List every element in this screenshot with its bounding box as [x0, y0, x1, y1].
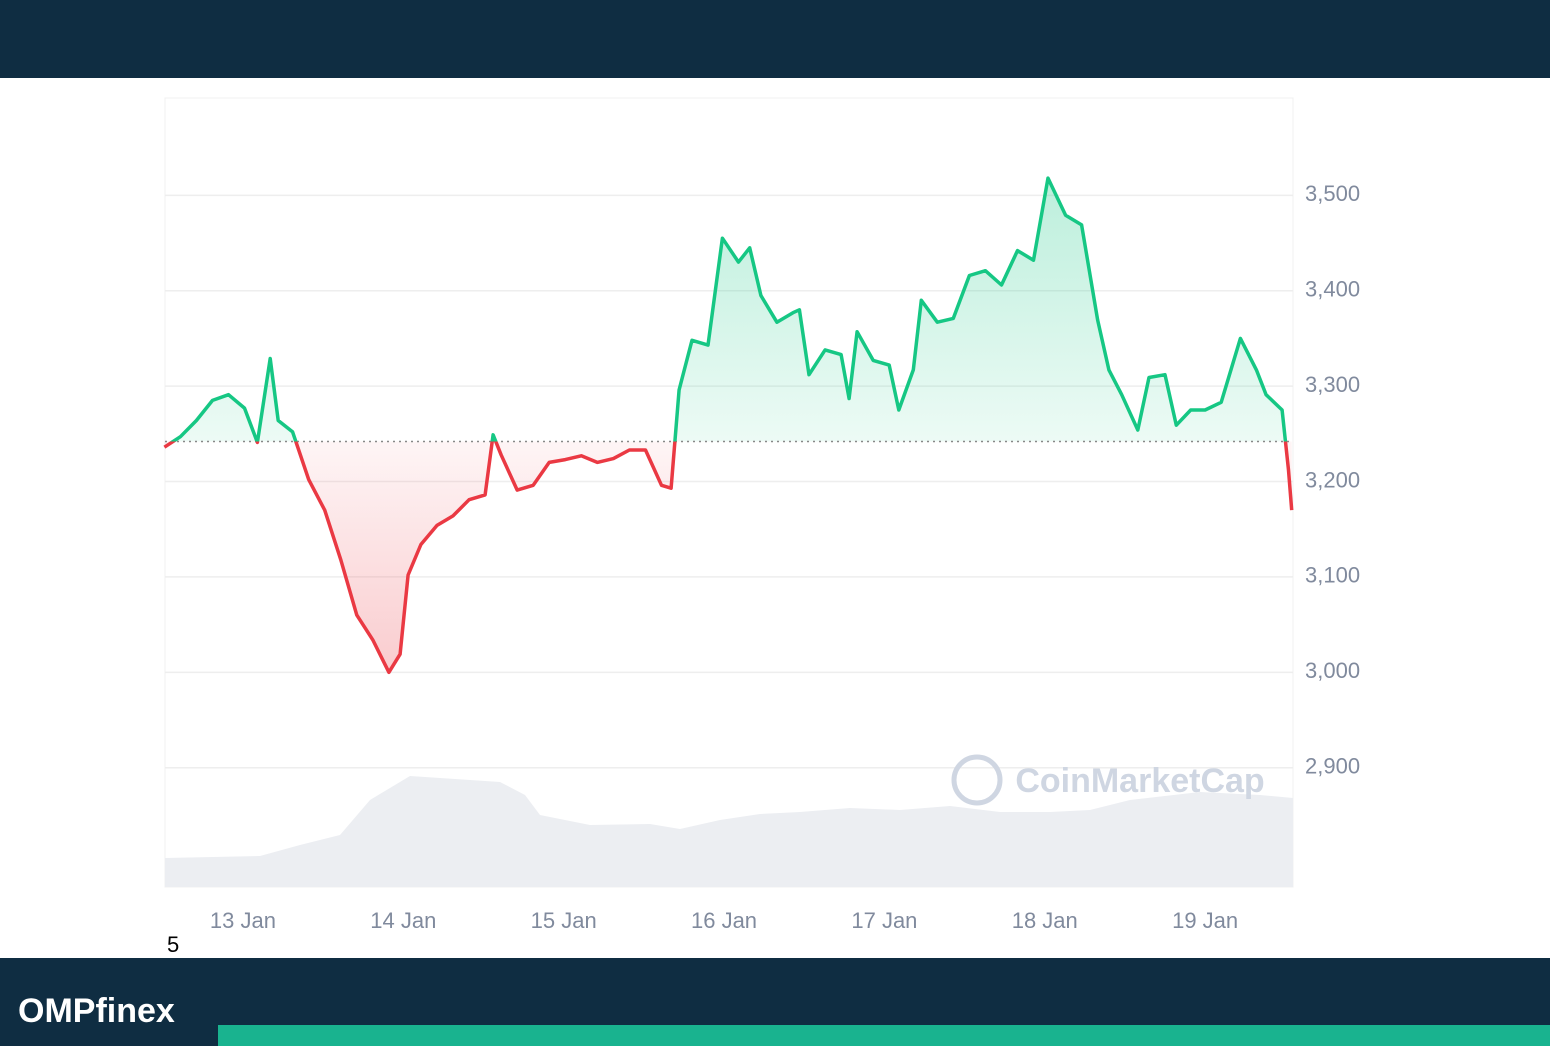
brand: OMPfinex [18, 992, 175, 1030]
watermark-logo [951, 754, 1003, 806]
volume-area [165, 776, 1293, 887]
y-tick-label: 3,300 [1305, 372, 1360, 397]
x-tick-label: 19 Jan [1172, 908, 1238, 933]
y-tick-label: 3,000 [1305, 658, 1360, 683]
y-tick-label: 2,900 [1305, 754, 1360, 779]
watermark: CoinMarketCap [1015, 762, 1264, 800]
x-tick-label: 13 Jan [210, 908, 276, 933]
x-tick-label: 16 Jan [691, 908, 757, 933]
y-tick-label: 3,100 [1305, 563, 1360, 588]
price-area [164, 178, 1292, 673]
top-bar [0, 0, 1550, 78]
x-tick-label: 17 Jan [851, 908, 917, 933]
y-tick-label: 3,500 [1305, 181, 1360, 206]
price-line [163, 176, 1294, 675]
x-tick-label: 14 Jan [370, 908, 436, 933]
y-tick-label: 3,400 [1305, 277, 1360, 302]
x-tick-label: 18 Jan [1012, 908, 1078, 933]
y-tick-label: 3,200 [1305, 467, 1360, 492]
footnote: 5 [167, 932, 179, 957]
x-tick-label: 15 Jan [531, 908, 597, 933]
accent-strip [218, 1025, 1550, 1046]
